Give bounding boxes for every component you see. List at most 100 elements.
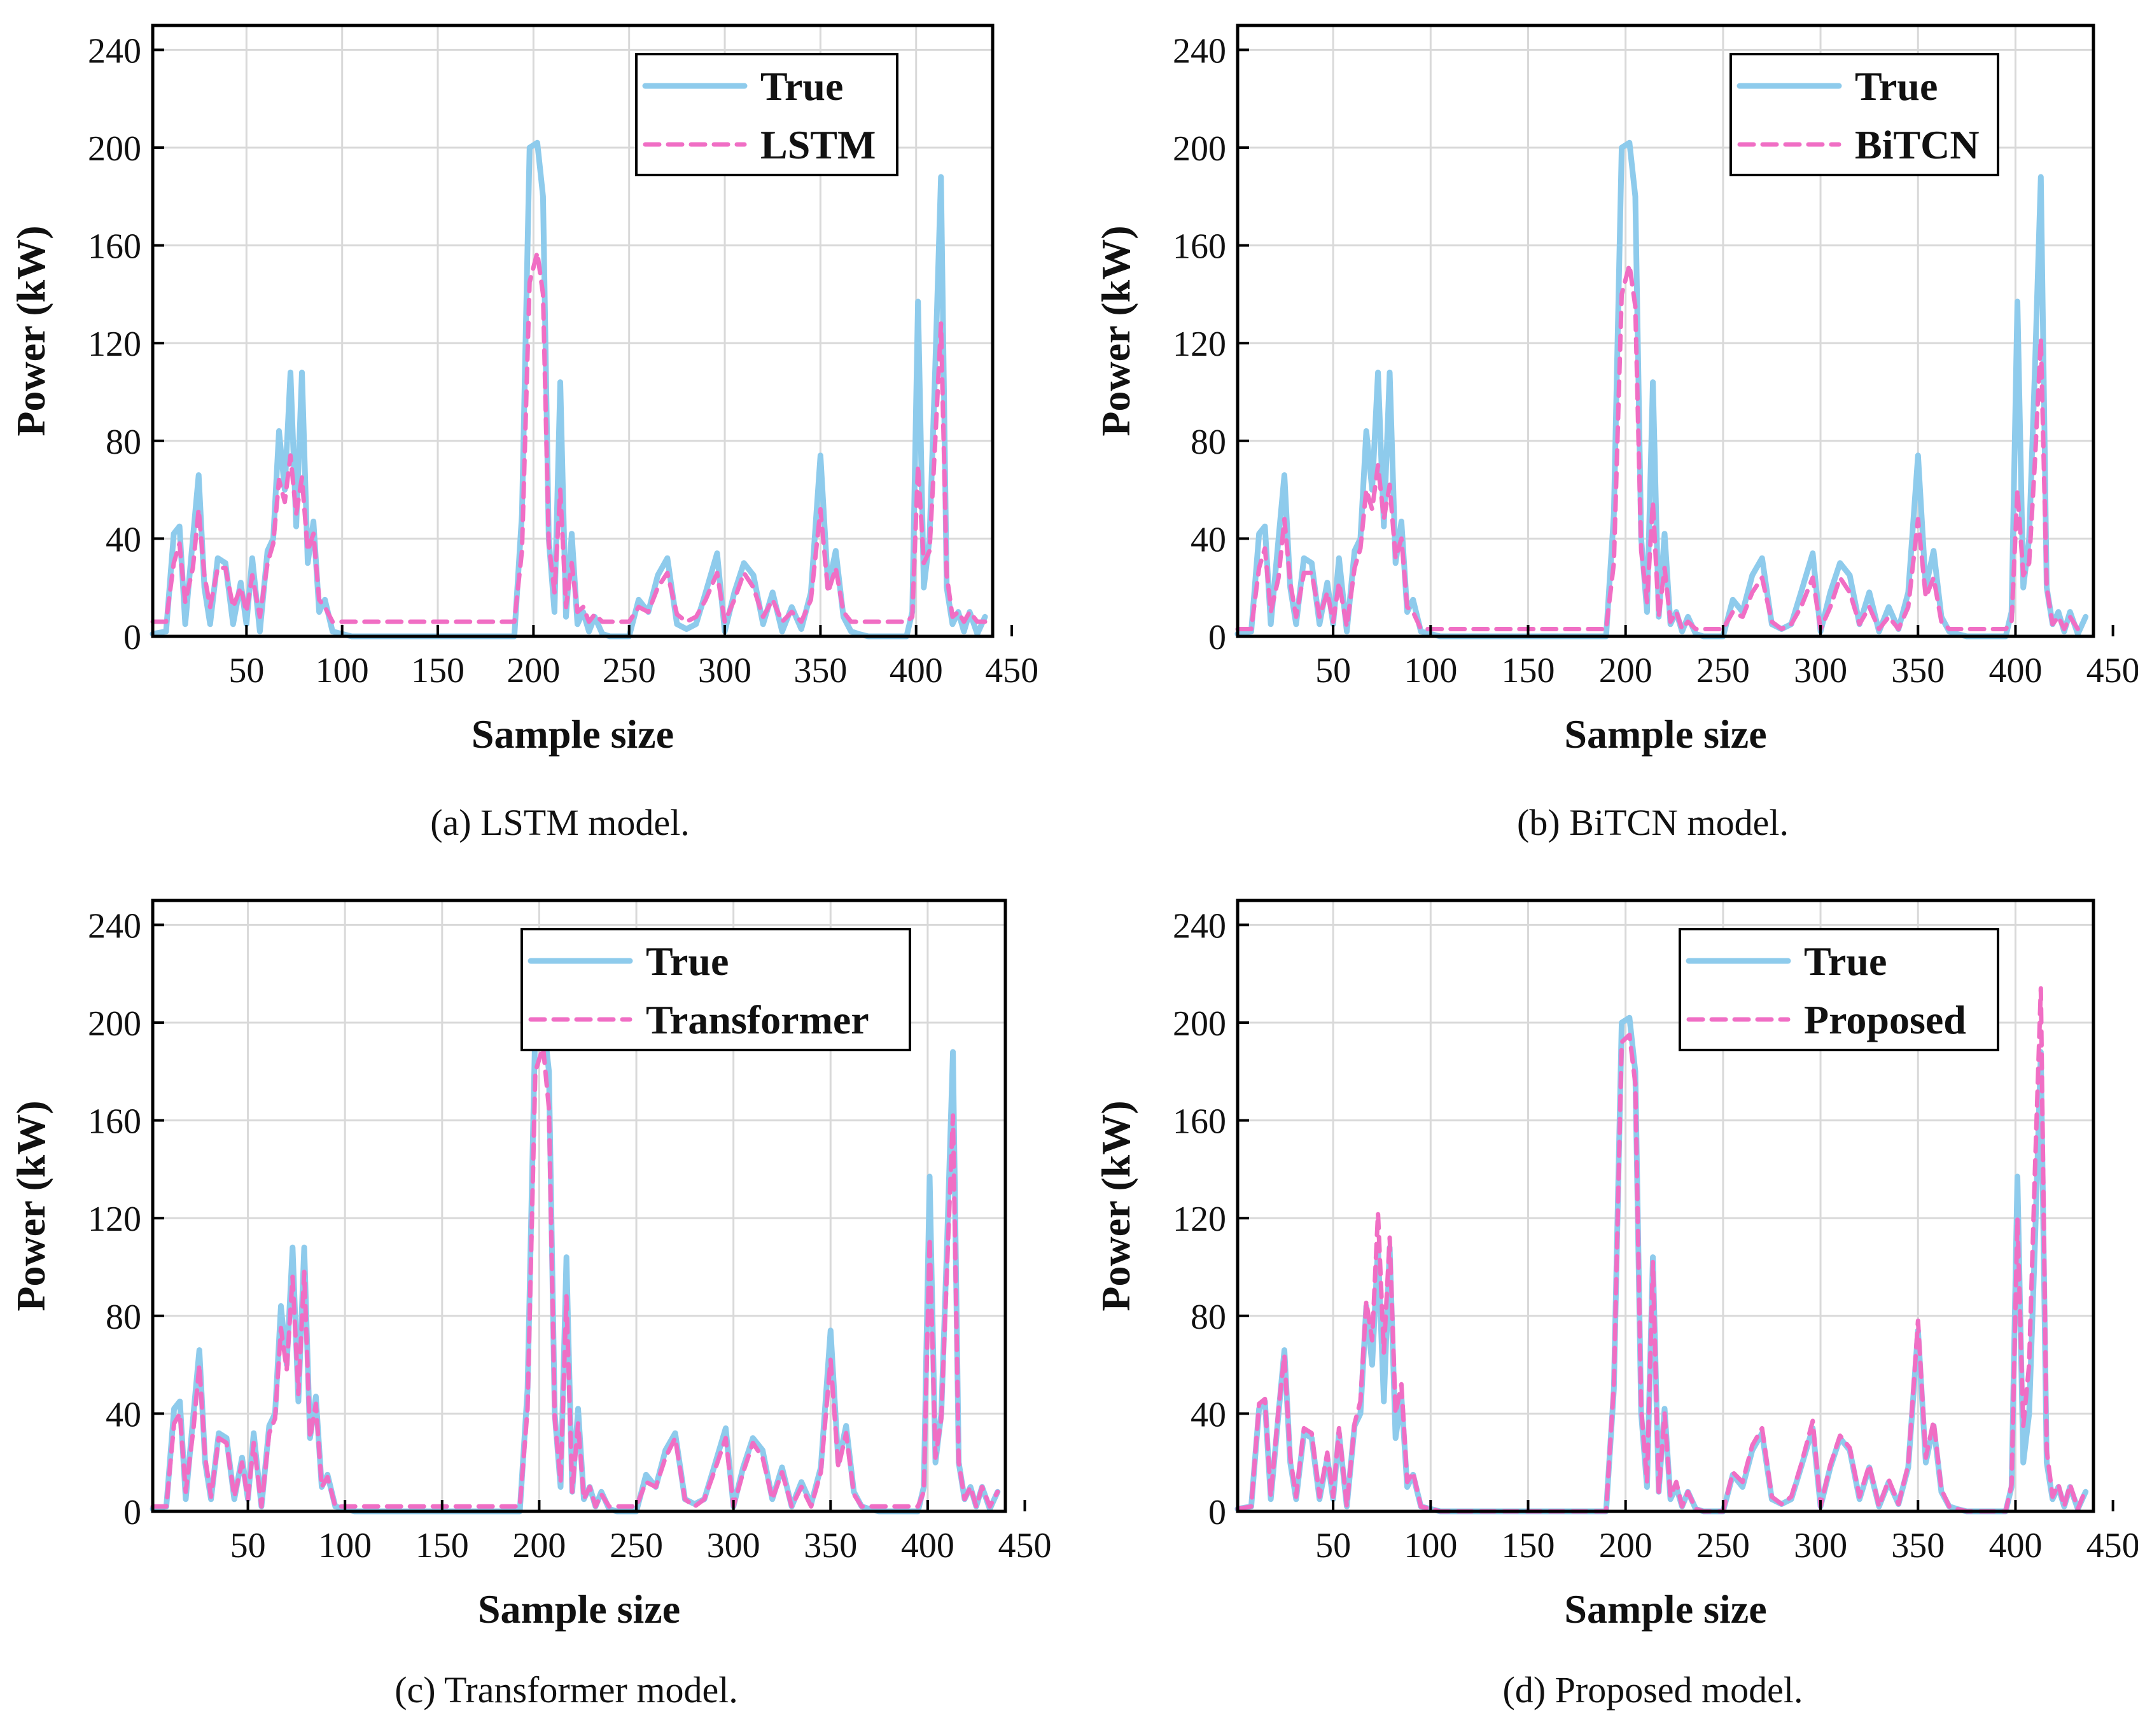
y-tick-label: 40 bbox=[106, 1395, 141, 1434]
y-tick-label: 80 bbox=[106, 423, 141, 462]
x-tick-label: 200 bbox=[1599, 1526, 1652, 1565]
y-tick-label: 120 bbox=[1173, 1200, 1226, 1239]
x-tick-label: 400 bbox=[901, 1526, 954, 1565]
y-tick-label: 160 bbox=[88, 1102, 141, 1142]
series-line-lstm bbox=[150, 250, 988, 624]
plot-frame bbox=[1236, 899, 2095, 1513]
x-tick-label: 450 bbox=[2086, 1526, 2138, 1565]
y-tick-label: 200 bbox=[1173, 129, 1226, 169]
x-tick-label: 300 bbox=[707, 1526, 760, 1565]
x-tick-label: 150 bbox=[411, 651, 465, 690]
y-tick-label: 240 bbox=[88, 906, 141, 946]
series-line-bitcn bbox=[1235, 262, 2088, 631]
series-line-transformer bbox=[150, 1044, 1000, 1509]
panel-caption: (a) LSTM model. bbox=[430, 802, 690, 843]
x-tick-label: 50 bbox=[1315, 651, 1351, 690]
y-tick-label: 80 bbox=[106, 1298, 141, 1337]
panel-c-transformer: 50 100 150 200 250 300 350 400 450 0 40 80 120 160 200… bbox=[8, 899, 1052, 1711]
x-tick-label: 450 bbox=[2086, 651, 2138, 690]
x-tick-label: 100 bbox=[1404, 1526, 1457, 1565]
panel-d-proposed: 50 100 150 200 250 300 350 400 450 0 40 80 120 160 200… bbox=[1093, 899, 2138, 1711]
x-tick-label: 200 bbox=[1599, 651, 1652, 690]
x-tick-label: 250 bbox=[1696, 1526, 1750, 1565]
y-tick-label: 240 bbox=[1173, 31, 1226, 71]
y-tick-label: 240 bbox=[1173, 906, 1226, 946]
legend-box bbox=[521, 928, 911, 1051]
y-tick-label: 240 bbox=[88, 31, 141, 71]
x-tick-label: 50 bbox=[1315, 1526, 1351, 1565]
y-tick-label: 0 bbox=[1208, 1493, 1226, 1532]
x-tick-label: 450 bbox=[998, 1526, 1052, 1565]
legend-label-proposed: Proposed bbox=[1804, 997, 1966, 1042]
y-tick-label: 0 bbox=[1208, 618, 1226, 657]
x-tick-label: 50 bbox=[228, 651, 264, 690]
legend-box bbox=[1679, 928, 1999, 1051]
x-tick-label: 400 bbox=[890, 651, 943, 690]
y-tick-label: 160 bbox=[88, 227, 141, 267]
plot-frame bbox=[1236, 24, 2095, 638]
x-axis-title: Sample size bbox=[1564, 1586, 1766, 1632]
y-axis-title: Power (kW) bbox=[1093, 1100, 1138, 1311]
y-tick-label: 40 bbox=[1191, 1395, 1226, 1434]
plot-frame bbox=[151, 24, 995, 638]
x-tick-label: 50 bbox=[230, 1526, 266, 1565]
x-tick-label: 200 bbox=[507, 651, 560, 690]
x-tick-label: 300 bbox=[1794, 1526, 1847, 1565]
y-tick-label: 120 bbox=[1173, 325, 1226, 364]
y-tick-label: 120 bbox=[88, 1200, 141, 1239]
x-tick-label: 100 bbox=[318, 1526, 372, 1565]
x-tick-label: 400 bbox=[1988, 1526, 2042, 1565]
x-tick-label: 150 bbox=[1502, 1526, 1555, 1565]
legend-label-true: True bbox=[1804, 939, 1887, 984]
x-tick-label: 400 bbox=[1988, 651, 2042, 690]
x-tick-label: 150 bbox=[416, 1526, 469, 1565]
panel-caption: (d) Proposed model. bbox=[1503, 1669, 1803, 1711]
panel-caption: (b) BiTCN model. bbox=[1517, 802, 1789, 843]
x-tick-label: 350 bbox=[804, 1526, 857, 1565]
x-axis-title: Sample size bbox=[478, 1586, 680, 1632]
y-tick-label: 40 bbox=[1191, 520, 1226, 559]
panel-caption: (c) Transformer model. bbox=[395, 1669, 738, 1711]
y-tick-label: 0 bbox=[123, 1493, 141, 1532]
x-tick-label: 250 bbox=[610, 1526, 663, 1565]
x-tick-label: 200 bbox=[512, 1526, 566, 1565]
legend-label-true: True bbox=[760, 64, 843, 109]
x-tick-label: 450 bbox=[985, 651, 1038, 690]
panel-a-lstm: 50 100 150 200 250 300 350 400 450 0 40 80 120 160 200… bbox=[8, 24, 1038, 843]
x-tick-label: 350 bbox=[1891, 1526, 1945, 1565]
y-tick-label: 40 bbox=[106, 520, 141, 559]
y-axis-title: Power (kW) bbox=[1093, 225, 1138, 436]
legend-label-lstm: LSTM bbox=[760, 122, 876, 167]
y-tick-label: 80 bbox=[1191, 1298, 1226, 1337]
x-tick-label: 250 bbox=[1696, 651, 1750, 690]
x-tick-label: 100 bbox=[1404, 651, 1457, 690]
legend-label-true: True bbox=[1855, 64, 1938, 109]
x-tick-label: 350 bbox=[1891, 651, 1945, 690]
legend-box bbox=[1729, 53, 1999, 176]
x-axis-title: Sample size bbox=[472, 711, 674, 757]
y-axis-title: Power (kW) bbox=[8, 225, 53, 436]
legend-label-transformer: Transformer bbox=[646, 997, 869, 1042]
y-tick-label: 80 bbox=[1191, 423, 1226, 462]
y-tick-label: 200 bbox=[1173, 1004, 1226, 1044]
y-tick-label: 0 bbox=[123, 618, 141, 657]
y-axis-title: Power (kW) bbox=[8, 1100, 53, 1311]
x-axis-title: Sample size bbox=[1564, 711, 1766, 757]
x-tick-label: 300 bbox=[1794, 651, 1847, 690]
x-tick-label: 350 bbox=[793, 651, 847, 690]
y-tick-label: 160 bbox=[1173, 227, 1226, 267]
x-tick-label: 250 bbox=[603, 651, 656, 690]
y-tick-label: 200 bbox=[88, 1004, 141, 1044]
y-tick-label: 120 bbox=[88, 325, 141, 364]
x-tick-label: 100 bbox=[316, 651, 369, 690]
y-tick-label: 160 bbox=[1173, 1102, 1226, 1142]
legend-label-true: True bbox=[646, 939, 729, 984]
plot-frame bbox=[151, 899, 1007, 1513]
legend-box bbox=[635, 53, 898, 176]
x-tick-label: 150 bbox=[1502, 651, 1555, 690]
legend-label-bitcn: BiTCN bbox=[1855, 122, 1980, 167]
x-tick-label: 300 bbox=[698, 651, 751, 690]
panel-b-bitcn: 50 100 150 200 250 300 350 400 450 0 40 80 120 160 200… bbox=[1093, 24, 2138, 843]
